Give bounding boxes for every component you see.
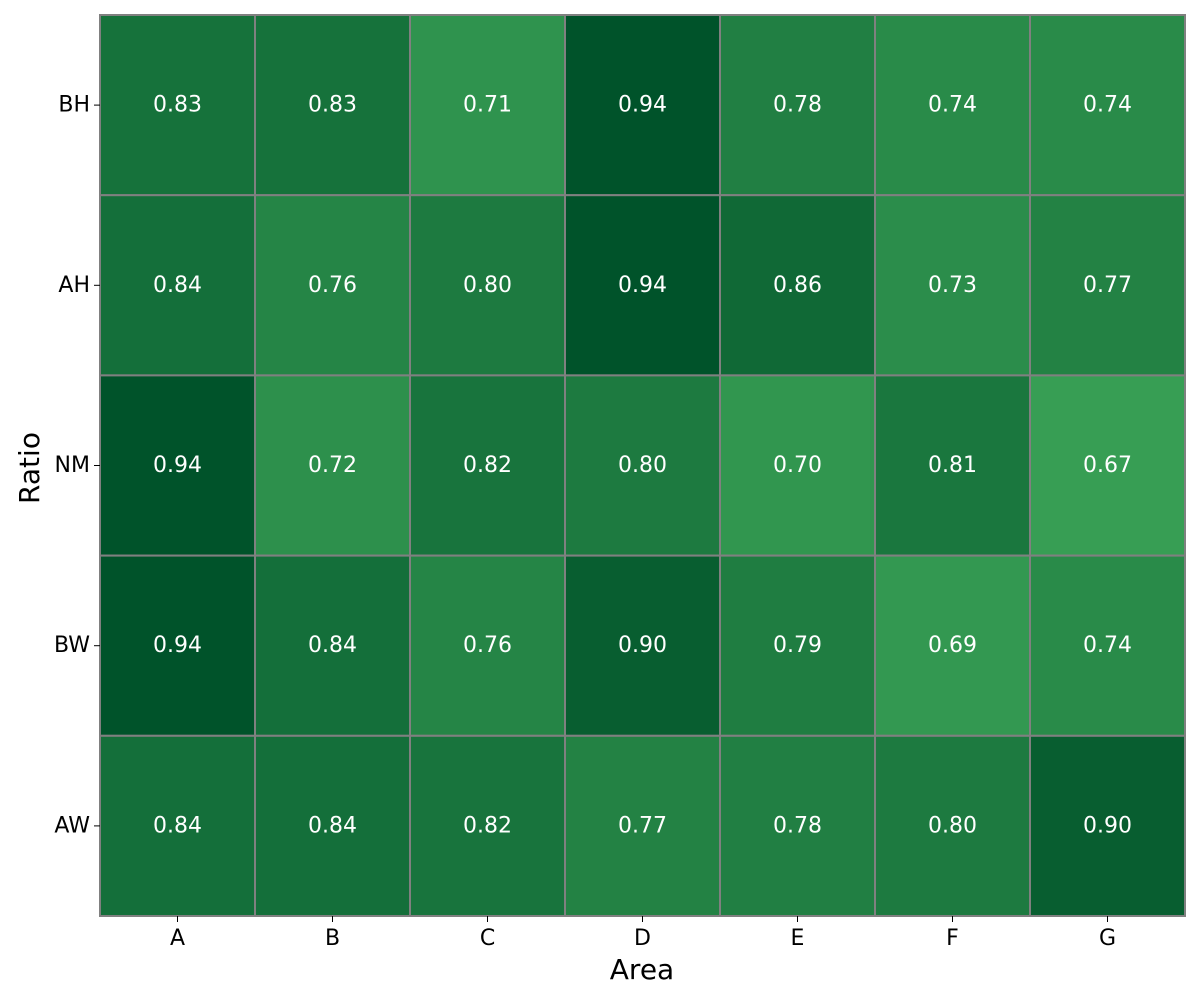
heatmap-cell-value: 0.76	[308, 273, 357, 298]
y-tick-label: NM	[55, 453, 90, 478]
heatmap-cell	[564, 14, 721, 197]
heatmap-cell-value: 0.94	[153, 633, 202, 658]
heatmap-cell-value: 0.80	[463, 273, 512, 298]
heatmap-cell-value: 0.80	[928, 813, 977, 838]
heatmap-cell-value: 0.74	[1083, 633, 1132, 658]
heatmap-cell-value: 0.72	[308, 453, 357, 478]
heatmap-cell	[409, 374, 566, 557]
heatmap-cell-value: 0.80	[618, 453, 667, 478]
heatmap-cell	[1029, 554, 1186, 737]
heatmap-cell	[99, 14, 256, 197]
heatmap-cell-value: 0.90	[1083, 813, 1132, 838]
x-tick-label: G	[1099, 926, 1116, 951]
heatmap-cell	[409, 194, 566, 377]
heatmap-cell-value: 0.71	[463, 93, 512, 118]
y-tick-label: AW	[54, 813, 90, 838]
heatmap-cell-value: 0.77	[1083, 273, 1132, 298]
heatmap-cells	[99, 14, 1186, 917]
heatmap-cell	[409, 734, 566, 917]
heatmap-cell-value: 0.77	[618, 813, 667, 838]
heatmap-cell-value: 0.74	[1083, 93, 1132, 118]
heatmap-cell-value: 0.70	[773, 453, 822, 478]
heatmap-cell	[874, 554, 1031, 737]
x-tick-label: A	[170, 926, 185, 951]
heatmap-cell	[254, 14, 411, 197]
heatmap-cell-value: 0.79	[773, 633, 822, 658]
heatmap-cell-value: 0.76	[463, 633, 512, 658]
heatmap-cell-value: 0.78	[773, 93, 822, 118]
x-tick-label: E	[791, 926, 805, 951]
heatmap-cell	[564, 374, 721, 557]
heatmap-cell	[719, 194, 876, 377]
heatmap-cell	[254, 374, 411, 557]
heatmap-cell-value: 0.84	[153, 813, 202, 838]
x-tick-label: F	[946, 926, 959, 951]
heatmap-cell	[874, 194, 1031, 377]
heatmap-cell-value: 0.73	[928, 273, 977, 298]
heatmap-cell-value: 0.74	[928, 93, 977, 118]
heatmap-cell-value: 0.84	[153, 273, 202, 298]
heatmap-cell-value: 0.81	[928, 453, 977, 478]
heatmap-cell-value: 0.90	[618, 633, 667, 658]
heatmap-cell-value: 0.69	[928, 633, 977, 658]
heatmap-cell	[874, 14, 1031, 197]
heatmap-cell	[874, 374, 1031, 557]
heatmap-cell-value: 0.84	[308, 813, 357, 838]
heatmap-cell-value: 0.84	[308, 633, 357, 658]
heatmap-cell	[1029, 374, 1186, 557]
y-tick-label: AH	[58, 273, 90, 298]
heatmap-cell-value: 0.67	[1083, 453, 1132, 478]
heatmap-cell-labels: 0.83 0.83 0.71 0.94 0.78 0.74 0.74 0.84 0.76 0.80…	[153, 93, 1132, 839]
x-axis-label: Area	[610, 953, 674, 986]
y-axis: BH AH NM BW AW	[54, 93, 100, 838]
y-tick-label: BH	[58, 93, 90, 118]
y-axis-label: Ratio	[13, 432, 46, 504]
heatmap-cell	[99, 734, 256, 917]
heatmap-cell-value: 0.86	[773, 273, 822, 298]
heatmap-cell	[1029, 734, 1186, 917]
heatmap-cell	[99, 554, 256, 737]
heatmap-cell-value: 0.83	[153, 93, 202, 118]
heatmap-cell	[409, 14, 566, 197]
heatmap-cell	[1029, 194, 1186, 377]
heatmap-cell-value: 0.94	[153, 453, 202, 478]
x-tick-label: D	[634, 926, 651, 951]
heatmap-cell-value: 0.78	[773, 813, 822, 838]
heatmap-cell	[719, 374, 876, 557]
heatmap-cell-value: 0.94	[618, 93, 667, 118]
heatmap-cell-value: 0.94	[618, 273, 667, 298]
heatmap-cell-value: 0.82	[463, 453, 512, 478]
heatmap-cell	[564, 554, 721, 737]
heatmap-cell-value: 0.83	[308, 93, 357, 118]
heatmap-cell	[719, 14, 876, 197]
heatmap-cell	[254, 554, 411, 737]
x-tick-label: C	[480, 926, 495, 951]
heatmap-cell-value: 0.82	[463, 813, 512, 838]
y-tick-label: BW	[54, 633, 90, 658]
x-axis: A B C D E F G	[170, 916, 1116, 951]
x-tick-label: B	[325, 926, 340, 951]
